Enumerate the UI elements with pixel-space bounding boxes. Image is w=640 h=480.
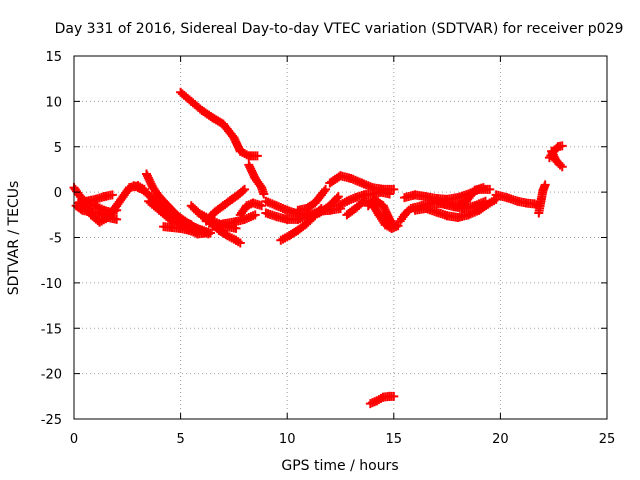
data-point — [321, 184, 331, 194]
series-track-t29 — [491, 190, 544, 211]
data-point — [231, 223, 241, 233]
series-track-t33 — [365, 391, 399, 409]
series-track-t32 — [547, 146, 567, 172]
data-point — [250, 210, 260, 220]
data-point — [557, 141, 567, 151]
y-tick-label: -10 — [41, 277, 62, 292]
data-point — [259, 189, 269, 199]
data-point — [112, 214, 122, 224]
data-point — [385, 189, 395, 199]
y-tick-label: 0 — [54, 186, 62, 201]
axes: 0 5 10 15 20 25 15 10 5 0 -5 -10 -15 -20 -25 — [41, 50, 616, 447]
data-point — [389, 391, 399, 401]
y-tick-label: 15 — [45, 50, 62, 65]
y-tick-label: -20 — [41, 368, 62, 383]
data-point — [333, 192, 343, 202]
series-track-t11 — [201, 184, 250, 226]
x-tick-label: 5 — [176, 432, 184, 447]
data-point — [252, 151, 262, 161]
data-point — [201, 228, 211, 238]
y-tick-label: -15 — [41, 322, 62, 337]
data-point — [540, 180, 550, 190]
x-tick-label: 25 — [599, 432, 616, 447]
series-track-t27 — [410, 194, 501, 223]
series-track-t12 — [208, 210, 260, 232]
x-tick-label: 15 — [386, 432, 403, 447]
y-axis-label: SDTVAR / TECUs — [6, 181, 22, 296]
series-track-t15 — [244, 160, 269, 199]
series-track-t30 — [534, 180, 550, 218]
series-track-t8 — [159, 222, 211, 239]
x-tick-label: 20 — [492, 432, 509, 447]
data-point — [240, 184, 250, 194]
grid-lines — [74, 56, 607, 419]
data-point — [389, 220, 399, 230]
data-point — [557, 162, 567, 172]
data-point — [389, 184, 399, 194]
y-tick-label: -25 — [41, 413, 62, 428]
y-tick-label: 5 — [54, 141, 62, 156]
series-track-t4 — [73, 190, 117, 208]
series-track-t14 — [176, 87, 262, 161]
data-point — [316, 203, 326, 213]
data-point — [257, 201, 267, 211]
x-tick-label: 10 — [279, 432, 296, 447]
chart-title: Day 331 of 2016, Sidereal Day-to-day VTE… — [55, 21, 624, 37]
series-track-t18 — [276, 203, 326, 245]
y-tick-label: 10 — [45, 95, 62, 110]
series-track-t21 — [333, 187, 395, 211]
data-point — [235, 238, 245, 248]
data-points — [69, 87, 567, 409]
data-point — [485, 184, 495, 194]
y-tick-label: -5 — [49, 232, 62, 247]
x-tick-label: 0 — [70, 432, 78, 447]
x-axis-label: GPS time / hours — [281, 458, 398, 474]
series-track-t13 — [235, 198, 267, 220]
series-track-t19 — [293, 184, 331, 215]
series-track-t23 — [363, 194, 399, 230]
data-point — [478, 183, 488, 193]
data-point — [107, 190, 117, 200]
series-track-t28 — [431, 183, 488, 212]
